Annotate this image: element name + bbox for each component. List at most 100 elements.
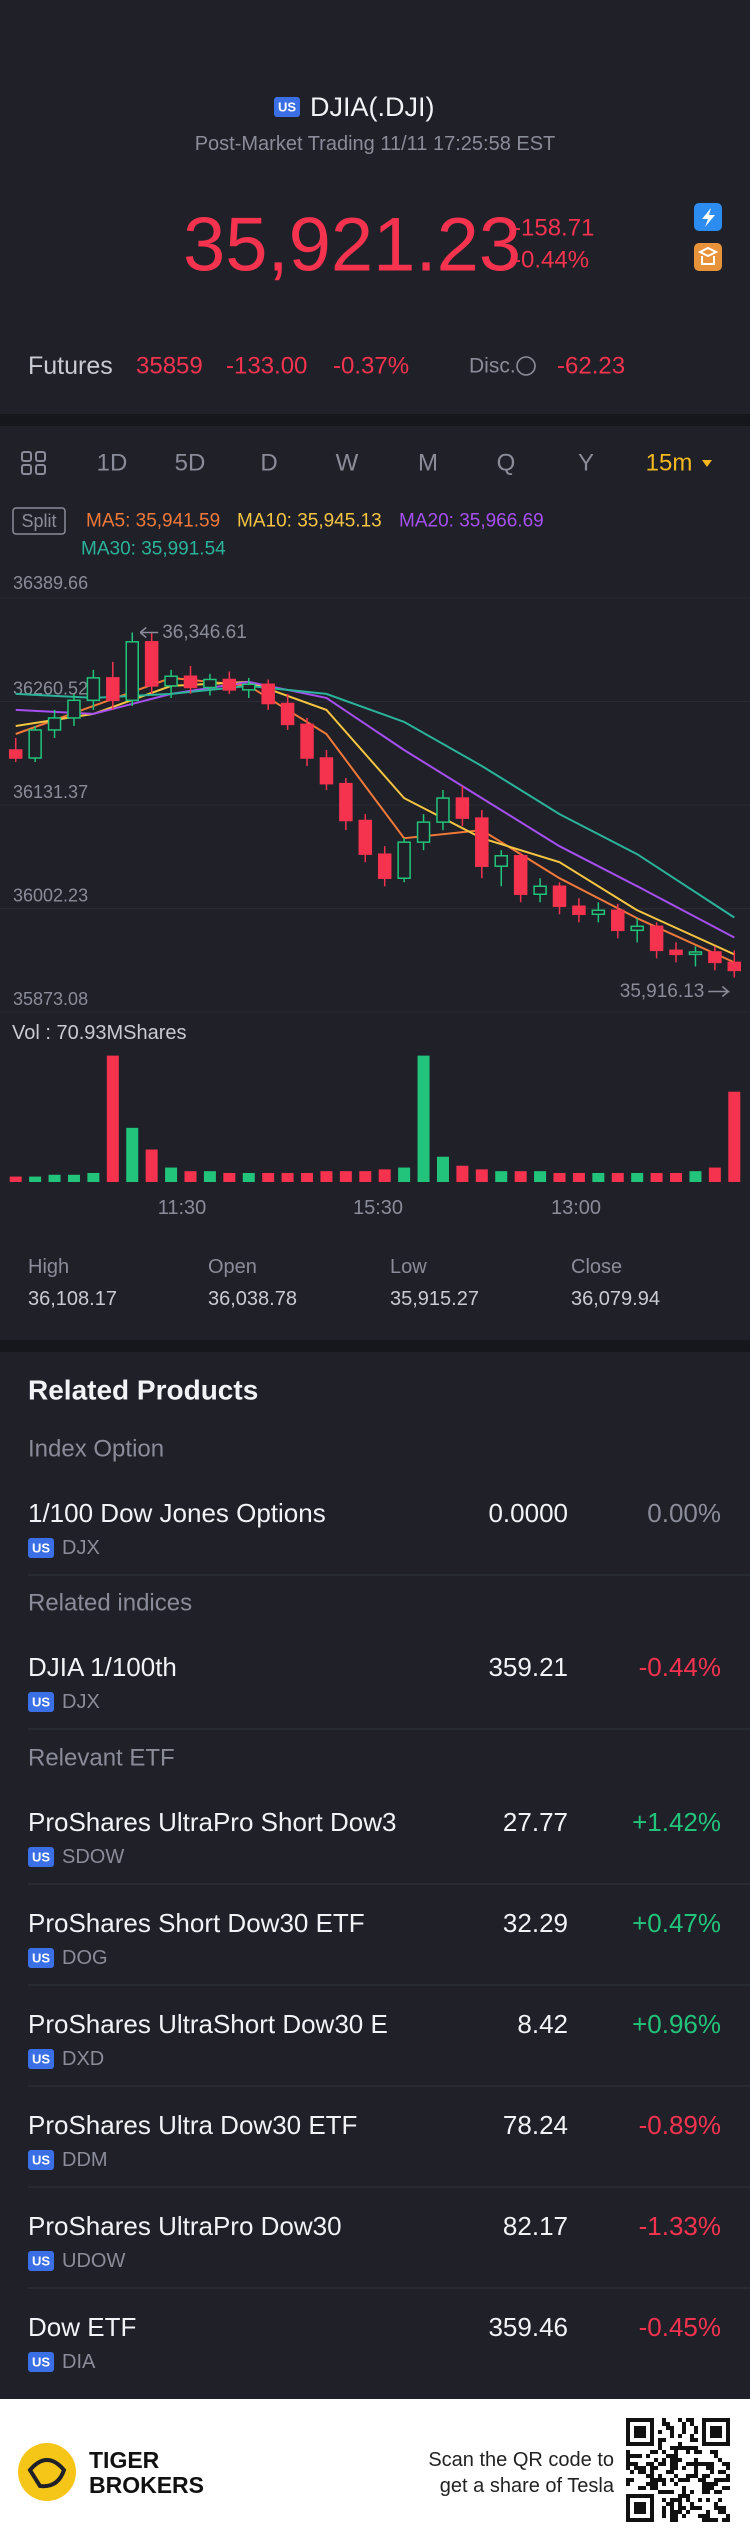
us-badge-text: US: [32, 1951, 50, 1966]
product-ticker: DDM: [62, 2149, 108, 2171]
us-badge: [28, 1847, 54, 1867]
product-price: 359.21: [488, 1652, 568, 1682]
brand-name: TIGER: [89, 2447, 160, 2473]
product-change: +0.96%: [632, 2009, 721, 2039]
candle-body: [125, 641, 139, 702]
split-label[interactable]: Split: [21, 511, 56, 531]
product-change: +0.47%: [632, 1908, 721, 1938]
candle-body: [280, 702, 295, 726]
period-tab[interactable]: 1D: [97, 450, 128, 477]
period-tab[interactable]: 15m: [646, 450, 693, 477]
volume-bar: [650, 1172, 663, 1182]
last-price: 35,921.23: [183, 203, 521, 288]
ma-legend: MA20: 35,966.69: [399, 511, 544, 532]
y-tick-label: 35873.08: [13, 989, 88, 1009]
flash-glyph: [702, 208, 715, 227]
volume-bar: [436, 1156, 449, 1182]
split-button[interactable]: [12, 507, 66, 535]
volume-bar: [165, 1167, 178, 1182]
us-badge-text: US: [32, 1695, 50, 1710]
period-tab[interactable]: D: [260, 450, 277, 477]
stat-label: Close: [571, 1256, 622, 1278]
volume-bar: [708, 1167, 721, 1182]
layout-icon[interactable]: [21, 451, 46, 475]
period-tab[interactable]: 5D: [175, 450, 206, 477]
product-name[interactable]: 1/100 Dow Jones Options: [28, 1498, 326, 1528]
us-badge-text: US: [32, 2052, 50, 2067]
info-icon[interactable]: [516, 356, 536, 376]
volume-bar: [262, 1172, 275, 1182]
candle-body: [358, 819, 373, 855]
candle-body: [416, 821, 431, 843]
qr-caption: Scan the QR code to: [428, 2449, 614, 2471]
volume-bar: [281, 1172, 294, 1182]
volume-bar: [534, 1171, 547, 1182]
candle-body: [183, 675, 198, 689]
volume-bar: [67, 1174, 80, 1182]
volume-bar: [670, 1172, 683, 1182]
product-name[interactable]: ProShares Short Dow30 ETF: [28, 1908, 365, 1938]
product-ticker: UDOW: [62, 2250, 125, 2272]
product-name[interactable]: ProShares UltraShort Dow30 E: [28, 2009, 388, 2039]
us-badge-text: US: [278, 100, 296, 115]
logo: [18, 2443, 76, 2501]
candle-body: [106, 677, 120, 702]
product-price: 0.0000: [488, 1498, 568, 1528]
candle-body: [688, 951, 703, 956]
candle-body: [591, 909, 606, 916]
stat-value: 36,038.78: [208, 1288, 297, 1310]
product-ticker: SDOW: [62, 1846, 124, 1868]
us-badge: [28, 2049, 54, 2069]
volume-bar: [553, 1172, 566, 1182]
candle-body: [552, 885, 567, 908]
product-name[interactable]: ProShares Ultra Dow30 ETF: [28, 2110, 357, 2140]
price-change: -158.71: [513, 215, 594, 242]
us-badge: [28, 1692, 54, 1712]
us-badge-text: US: [32, 2254, 50, 2269]
x-tick-label: 11:30: [158, 1197, 207, 1219]
group-title: Index Option: [28, 1436, 164, 1463]
period-tab[interactable]: Q: [497, 450, 516, 477]
qr-caption: get a share of Tesla: [440, 2475, 615, 2497]
y-tick-label: 36002.23: [13, 885, 88, 905]
volume-bar: [728, 1091, 741, 1182]
x-tick-label: 13:00: [551, 1197, 601, 1219]
product-price: 78.24: [503, 2110, 568, 2140]
separator: [0, 1340, 750, 1352]
candle-body: [222, 678, 237, 691]
candle-body: [649, 925, 664, 952]
y-tick-label: 36260.52: [13, 678, 88, 698]
us-badge-text: US: [32, 2355, 50, 2370]
volume-bar: [611, 1172, 624, 1182]
product-name[interactable]: DJIA 1/100th: [28, 1652, 177, 1682]
volume-bar: [242, 1172, 255, 1182]
us-badge: [28, 2352, 54, 2372]
period-tab[interactable]: W: [336, 450, 359, 477]
candle-body: [455, 797, 470, 819]
product-ticker: DJX: [62, 1691, 100, 1713]
product-name[interactable]: ProShares UltraPro Dow30: [28, 2211, 342, 2241]
candle-body: [86, 677, 101, 702]
qr-code: [626, 2418, 730, 2522]
ma-legend: MA10: 35,945.13: [237, 511, 382, 532]
volume-bar: [106, 1055, 119, 1182]
candle-body: [572, 905, 586, 916]
futures-change: -133.00: [226, 353, 307, 380]
candle-body: [630, 925, 644, 932]
product-name[interactable]: ProShares UltraPro Short Dow3: [28, 1807, 396, 1837]
period-tab[interactable]: Y: [578, 450, 594, 477]
stat-label: Open: [208, 1256, 257, 1278]
product-name[interactable]: Dow ETF: [28, 2312, 136, 2342]
candle-body: [28, 729, 42, 759]
volume-label: Vol : 70.93MShares: [12, 1022, 187, 1044]
us-badge: [28, 2251, 54, 2271]
stat-value: 36,079.94: [571, 1288, 660, 1310]
volume-bar: [631, 1172, 644, 1182]
brand-name: BROKERS: [89, 2472, 204, 2498]
volume-bar: [592, 1172, 605, 1182]
group-title: Relevant ETF: [28, 1745, 175, 1772]
product-price: 27.77: [503, 1807, 568, 1837]
period-tab[interactable]: M: [418, 450, 438, 477]
volume-bar: [203, 1171, 216, 1182]
